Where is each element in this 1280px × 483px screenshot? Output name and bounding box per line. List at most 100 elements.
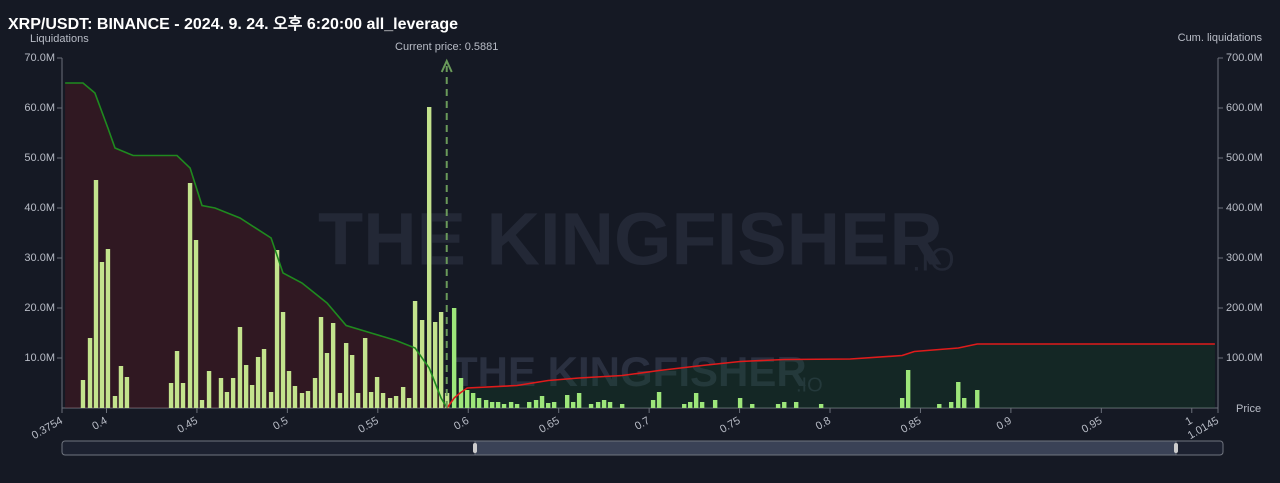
bar (255, 357, 261, 408)
y-tick-label: 20.0M (24, 302, 55, 314)
bar (508, 402, 514, 408)
bar (199, 400, 205, 408)
bar (656, 392, 662, 408)
bar (483, 400, 489, 408)
y-tick-label: 70.0M (24, 52, 55, 64)
bar (750, 404, 755, 408)
bar (412, 301, 418, 408)
bar (432, 322, 438, 408)
plot: 10.0M 20.0M 30.0M 40.0M 50.0M 60.0M 70.0M 100.0… (24, 41, 1262, 442)
bar (712, 400, 718, 408)
bar (387, 398, 393, 408)
bar (243, 365, 249, 408)
bar (249, 385, 255, 408)
y2-tick-label: 400.0M (1226, 202, 1263, 214)
bar (292, 386, 298, 408)
bar (687, 402, 693, 408)
y-tick-label: 10.0M (24, 352, 55, 364)
current-price-label: Current price: 0.5881 (395, 41, 498, 53)
bar (400, 387, 406, 408)
bar (206, 371, 212, 408)
bar (99, 262, 105, 408)
bar (105, 249, 111, 408)
y-axis-label: Liquidations (30, 33, 89, 45)
y2-tick-label: 200.0M (1226, 302, 1263, 314)
bar (368, 392, 374, 408)
bar (299, 393, 305, 408)
bar (87, 338, 93, 408)
bar (193, 240, 199, 408)
scroll-handle[interactable] (1174, 443, 1178, 453)
bar (286, 371, 292, 408)
bar (444, 393, 450, 408)
bar (539, 396, 545, 408)
bar (230, 378, 236, 408)
cum-line (446, 343, 1215, 409)
y-tick-label: 40.0M (24, 202, 55, 214)
bar (280, 312, 286, 408)
bar (393, 396, 399, 408)
bar (476, 398, 482, 408)
bar (124, 377, 130, 408)
bar (489, 402, 495, 408)
bar (274, 250, 280, 408)
bar (551, 402, 557, 408)
bar (268, 392, 274, 408)
bar (187, 183, 193, 408)
y2-tick-label: 100.0M (1226, 352, 1263, 364)
bar (224, 392, 230, 408)
bar (782, 402, 787, 408)
bar (80, 380, 86, 408)
bar (112, 396, 118, 408)
bar (349, 355, 355, 408)
bar (619, 404, 625, 408)
bar (218, 378, 224, 408)
bar (419, 320, 425, 408)
bar (793, 402, 799, 408)
bar (949, 402, 954, 408)
scroll-thumb[interactable] (474, 440, 1177, 456)
bar (380, 393, 386, 408)
bar (451, 308, 457, 408)
cum-area (447, 344, 1215, 408)
scrollbar[interactable] (61, 440, 1224, 456)
cum-area (65, 83, 448, 408)
bar (312, 378, 318, 408)
bar (699, 402, 705, 408)
bar (362, 338, 368, 408)
scroll-handle[interactable] (473, 443, 477, 453)
bar (601, 400, 607, 408)
watermark: THE KINGFISHER .IO THE KINGFISHER .IO (318, 198, 955, 397)
watermark-text: THE KINGFISHER (452, 348, 807, 395)
bar (374, 377, 380, 408)
y-tick-label: 30.0M (24, 252, 55, 264)
bar (438, 312, 444, 408)
y2-tick-label: 300.0M (1226, 252, 1263, 264)
bar (775, 404, 781, 408)
bar (546, 403, 551, 408)
bar (650, 400, 656, 408)
bar (180, 383, 186, 408)
y-tick-label: 60.0M (24, 102, 55, 114)
current-price-arrow (440, 58, 453, 73)
y2-axis-label: Cum. liquidations (1178, 32, 1263, 44)
bar (595, 402, 601, 408)
bar (93, 180, 99, 408)
bar (406, 398, 412, 408)
bar (261, 349, 267, 408)
bar (337, 393, 343, 408)
bar (899, 398, 905, 408)
bar (564, 395, 570, 408)
bar (118, 366, 124, 408)
bar (355, 393, 361, 408)
y2-tick-label: 600.0M (1226, 102, 1263, 114)
y-tick-label: 50.0M (24, 152, 55, 164)
bar (318, 317, 324, 408)
bar (464, 390, 470, 408)
bar (495, 402, 501, 408)
bar (426, 107, 432, 408)
bar (237, 327, 243, 408)
